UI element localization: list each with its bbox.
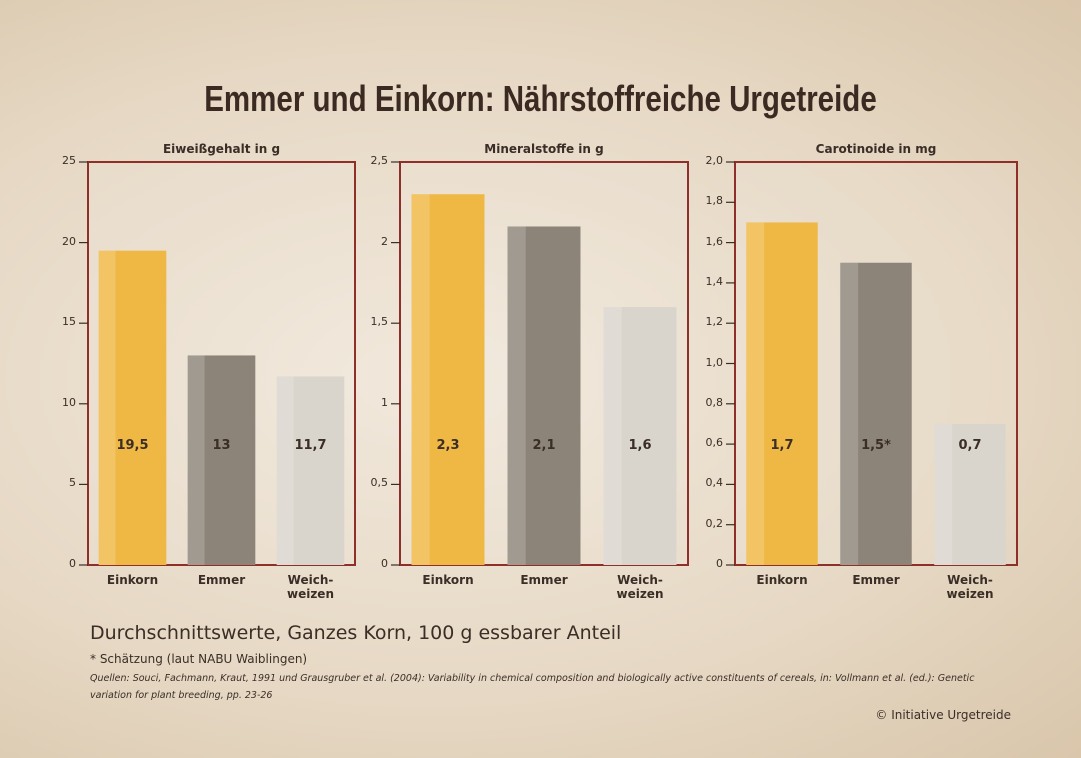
y-tick-label: 0,5 bbox=[350, 476, 388, 489]
y-tick-label: 1,2 bbox=[685, 315, 723, 328]
x-tick-label: Emmer bbox=[177, 573, 267, 587]
infographic: Emmer und Einkorn: Nährstoffreiche Urget… bbox=[0, 0, 1081, 758]
y-tick-label: 1 bbox=[350, 396, 388, 409]
x-tick-label: Einkorn bbox=[88, 573, 178, 587]
bar-shade bbox=[277, 376, 294, 565]
y-tick-label: 1,4 bbox=[685, 275, 723, 288]
note-estimate: * Schätzung (laut NABU Waiblingen) bbox=[90, 652, 307, 666]
value-label: 1,6 bbox=[600, 438, 680, 453]
y-tick-label: 0,8 bbox=[685, 396, 723, 409]
y-tick-label: 15 bbox=[38, 315, 76, 328]
x-tick-label: Einkorn bbox=[737, 573, 827, 587]
bar-shade bbox=[188, 355, 205, 565]
value-label: 19,5 bbox=[93, 438, 173, 453]
y-tick-label: 2 bbox=[350, 235, 388, 248]
y-tick-label: 10 bbox=[38, 396, 76, 409]
bar-shade bbox=[412, 194, 430, 565]
panel-title: Eiweißgehalt in g bbox=[88, 142, 355, 156]
bar-shade bbox=[99, 251, 116, 565]
y-tick-label: 0 bbox=[685, 557, 723, 570]
value-label: 13 bbox=[182, 438, 262, 453]
x-tick-label: Emmer bbox=[831, 573, 921, 587]
chart-title: Emmer und Einkorn: Nährstoffreiche Urget… bbox=[97, 78, 983, 120]
y-tick-label: 5 bbox=[38, 476, 76, 489]
value-label: 1,5* bbox=[836, 438, 916, 453]
y-tick-label: 0 bbox=[350, 557, 388, 570]
note-basis: Durchschnittswerte, Ganzes Korn, 100 g e… bbox=[90, 622, 621, 644]
x-tick-label: Weich- weizen bbox=[925, 573, 1015, 601]
bar-shade bbox=[746, 222, 764, 565]
y-tick-label: 2,5 bbox=[350, 154, 388, 167]
bar-shade bbox=[508, 226, 526, 565]
value-label: 11,7 bbox=[271, 438, 351, 453]
x-tick-label: Weich- weizen bbox=[595, 573, 685, 601]
y-tick-label: 0,2 bbox=[685, 517, 723, 530]
y-tick-label: 0 bbox=[38, 557, 76, 570]
note-sources: Quellen: Souci, Fachmann, Kraut, 1991 un… bbox=[90, 670, 1010, 704]
panel-title: Mineralstoffe in g bbox=[400, 142, 688, 156]
y-tick-label: 0,6 bbox=[685, 436, 723, 449]
y-tick-label: 20 bbox=[38, 235, 76, 248]
y-tick-label: 25 bbox=[38, 154, 76, 167]
y-tick-label: 1,0 bbox=[685, 356, 723, 369]
value-label: 0,7 bbox=[930, 438, 1010, 453]
x-tick-label: Einkorn bbox=[403, 573, 493, 587]
y-tick-label: 1,8 bbox=[685, 194, 723, 207]
value-label: 2,1 bbox=[504, 438, 584, 453]
y-tick-label: 1,5 bbox=[350, 315, 388, 328]
y-tick-label: 2,0 bbox=[685, 154, 723, 167]
bar-shade bbox=[604, 307, 622, 565]
note-copyright: © Initiative Urgetreide bbox=[875, 708, 1011, 722]
x-tick-label: Emmer bbox=[499, 573, 589, 587]
panel-title: Carotinoide in mg bbox=[735, 142, 1017, 156]
y-tick-label: 0,4 bbox=[685, 476, 723, 489]
value-label: 2,3 bbox=[408, 438, 488, 453]
bar-shade bbox=[840, 263, 858, 565]
y-tick-label: 1,6 bbox=[685, 235, 723, 248]
x-tick-label: Weich- weizen bbox=[266, 573, 356, 601]
value-label: 1,7 bbox=[742, 438, 822, 453]
